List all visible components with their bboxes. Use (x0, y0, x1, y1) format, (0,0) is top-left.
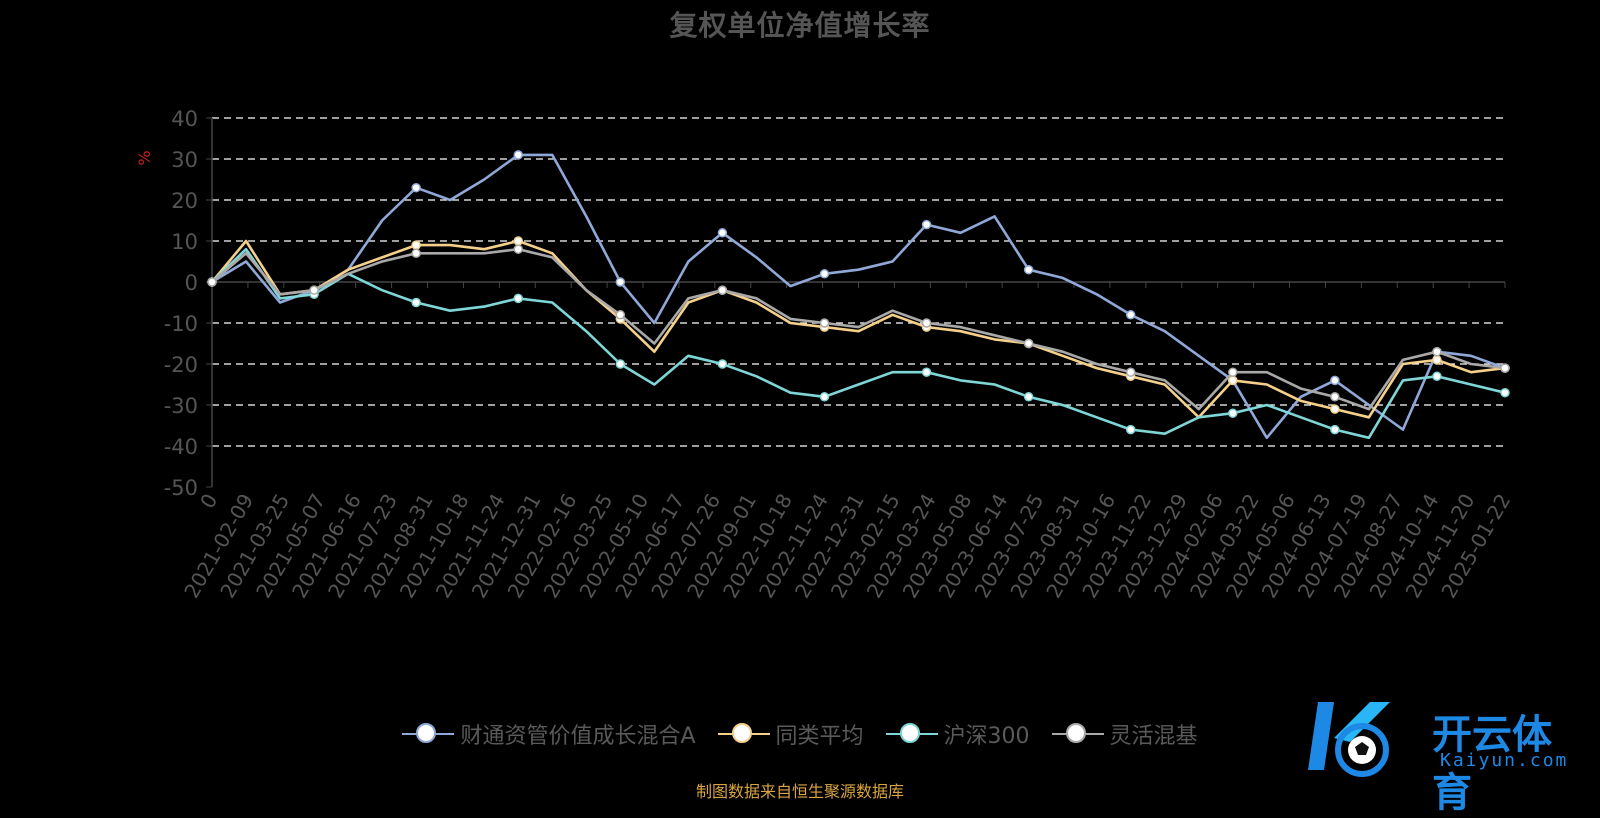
y-tick-label: -10 (164, 312, 198, 336)
legend-item-flexible-mixed[interactable]: 灵活混基 (1051, 718, 1198, 750)
x-tick-label: 0 (195, 490, 222, 513)
legend-item-fund[interactable]: 财通资管价值成长混合A (402, 718, 696, 750)
legend-swatch-flexible-mixed (1051, 721, 1104, 747)
series-point (1432, 371, 1442, 382)
legend-swatch-csi300 (885, 721, 938, 747)
series-point (717, 228, 728, 238)
series-point (1330, 404, 1340, 414)
kaiyun-logo-icon (1308, 702, 1390, 777)
series-point (411, 297, 421, 308)
series-point (717, 359, 728, 369)
y-tick-label: -50 (164, 476, 198, 500)
series-point (615, 359, 626, 369)
series-line (211, 247, 1506, 411)
series-line (210, 239, 1506, 419)
legend-label-peer-average: 同类平均 (775, 724, 864, 749)
line-chart: 403020100-10-20-30-40-50%02021-02-092021… (135, 107, 1515, 602)
y-tick-label: 10 (171, 230, 198, 254)
legend-label-fund: 财通资管价值成长混合A (460, 724, 696, 749)
legend-item-peer-average[interactable]: 同类平均 (717, 718, 864, 750)
chart-legend: 财通资管价值成长混合A 同类平均 沪深300 灵活混基 (0, 718, 1600, 750)
series-point (1125, 367, 1136, 377)
y-tick-label: 30 (171, 148, 198, 172)
series-point (717, 285, 728, 295)
data-source-note: 制图数据来自恒生聚源数据库 (695, 782, 904, 801)
series-point (1023, 264, 1034, 275)
y-axis-label: % (135, 150, 154, 165)
series-line (211, 153, 1506, 440)
series-point (1228, 375, 1238, 386)
y-tick-label: -30 (164, 394, 198, 418)
brand-watermark: 开云体育 Kaiyun.com (1300, 692, 1590, 816)
series-point (411, 240, 421, 250)
series-point (411, 182, 421, 193)
legend-swatch-fund (402, 721, 455, 747)
series-point (615, 277, 626, 287)
chart-title: 复权单位净值增长率 (669, 9, 931, 42)
series-point (513, 293, 523, 304)
series-point (921, 219, 932, 230)
series-point (819, 392, 830, 402)
brand-name-en: Kaiyun.com (1440, 750, 1569, 771)
series-point (1500, 363, 1510, 373)
series-line (211, 247, 1506, 440)
series-point (819, 318, 830, 328)
series-point (1330, 392, 1340, 402)
series-point (1500, 387, 1510, 398)
series-point (1023, 392, 1034, 402)
series-point (1023, 338, 1034, 349)
series-point (921, 367, 932, 377)
series-point (1330, 375, 1340, 386)
legend-item-csi300[interactable]: 沪深300 (885, 718, 1030, 750)
series-point (1228, 408, 1238, 418)
legend-label-csi300: 沪深300 (943, 724, 1030, 749)
y-tick-label: 40 (171, 107, 198, 131)
legend-swatch-peer-average (717, 721, 770, 747)
series-point (1432, 355, 1442, 365)
legend-label-flexible-mixed: 灵活混基 (1109, 724, 1198, 749)
y-tick-label: -40 (164, 435, 198, 459)
series-point (1125, 424, 1136, 435)
series-point (411, 248, 421, 259)
series-point (1432, 346, 1442, 357)
y-tick-label: -20 (164, 353, 198, 377)
series-point (513, 150, 523, 160)
series-point (207, 277, 217, 287)
series-point (513, 236, 523, 246)
series-point (615, 310, 626, 320)
series-point (819, 269, 830, 279)
series-point (1125, 310, 1136, 320)
series-point (1228, 367, 1238, 377)
series-point (921, 318, 932, 328)
series-point (309, 285, 319, 295)
series-point (513, 244, 523, 254)
series-point (1330, 424, 1340, 435)
y-tick-label: 0 (185, 271, 198, 295)
y-tick-label: 20 (171, 189, 198, 213)
